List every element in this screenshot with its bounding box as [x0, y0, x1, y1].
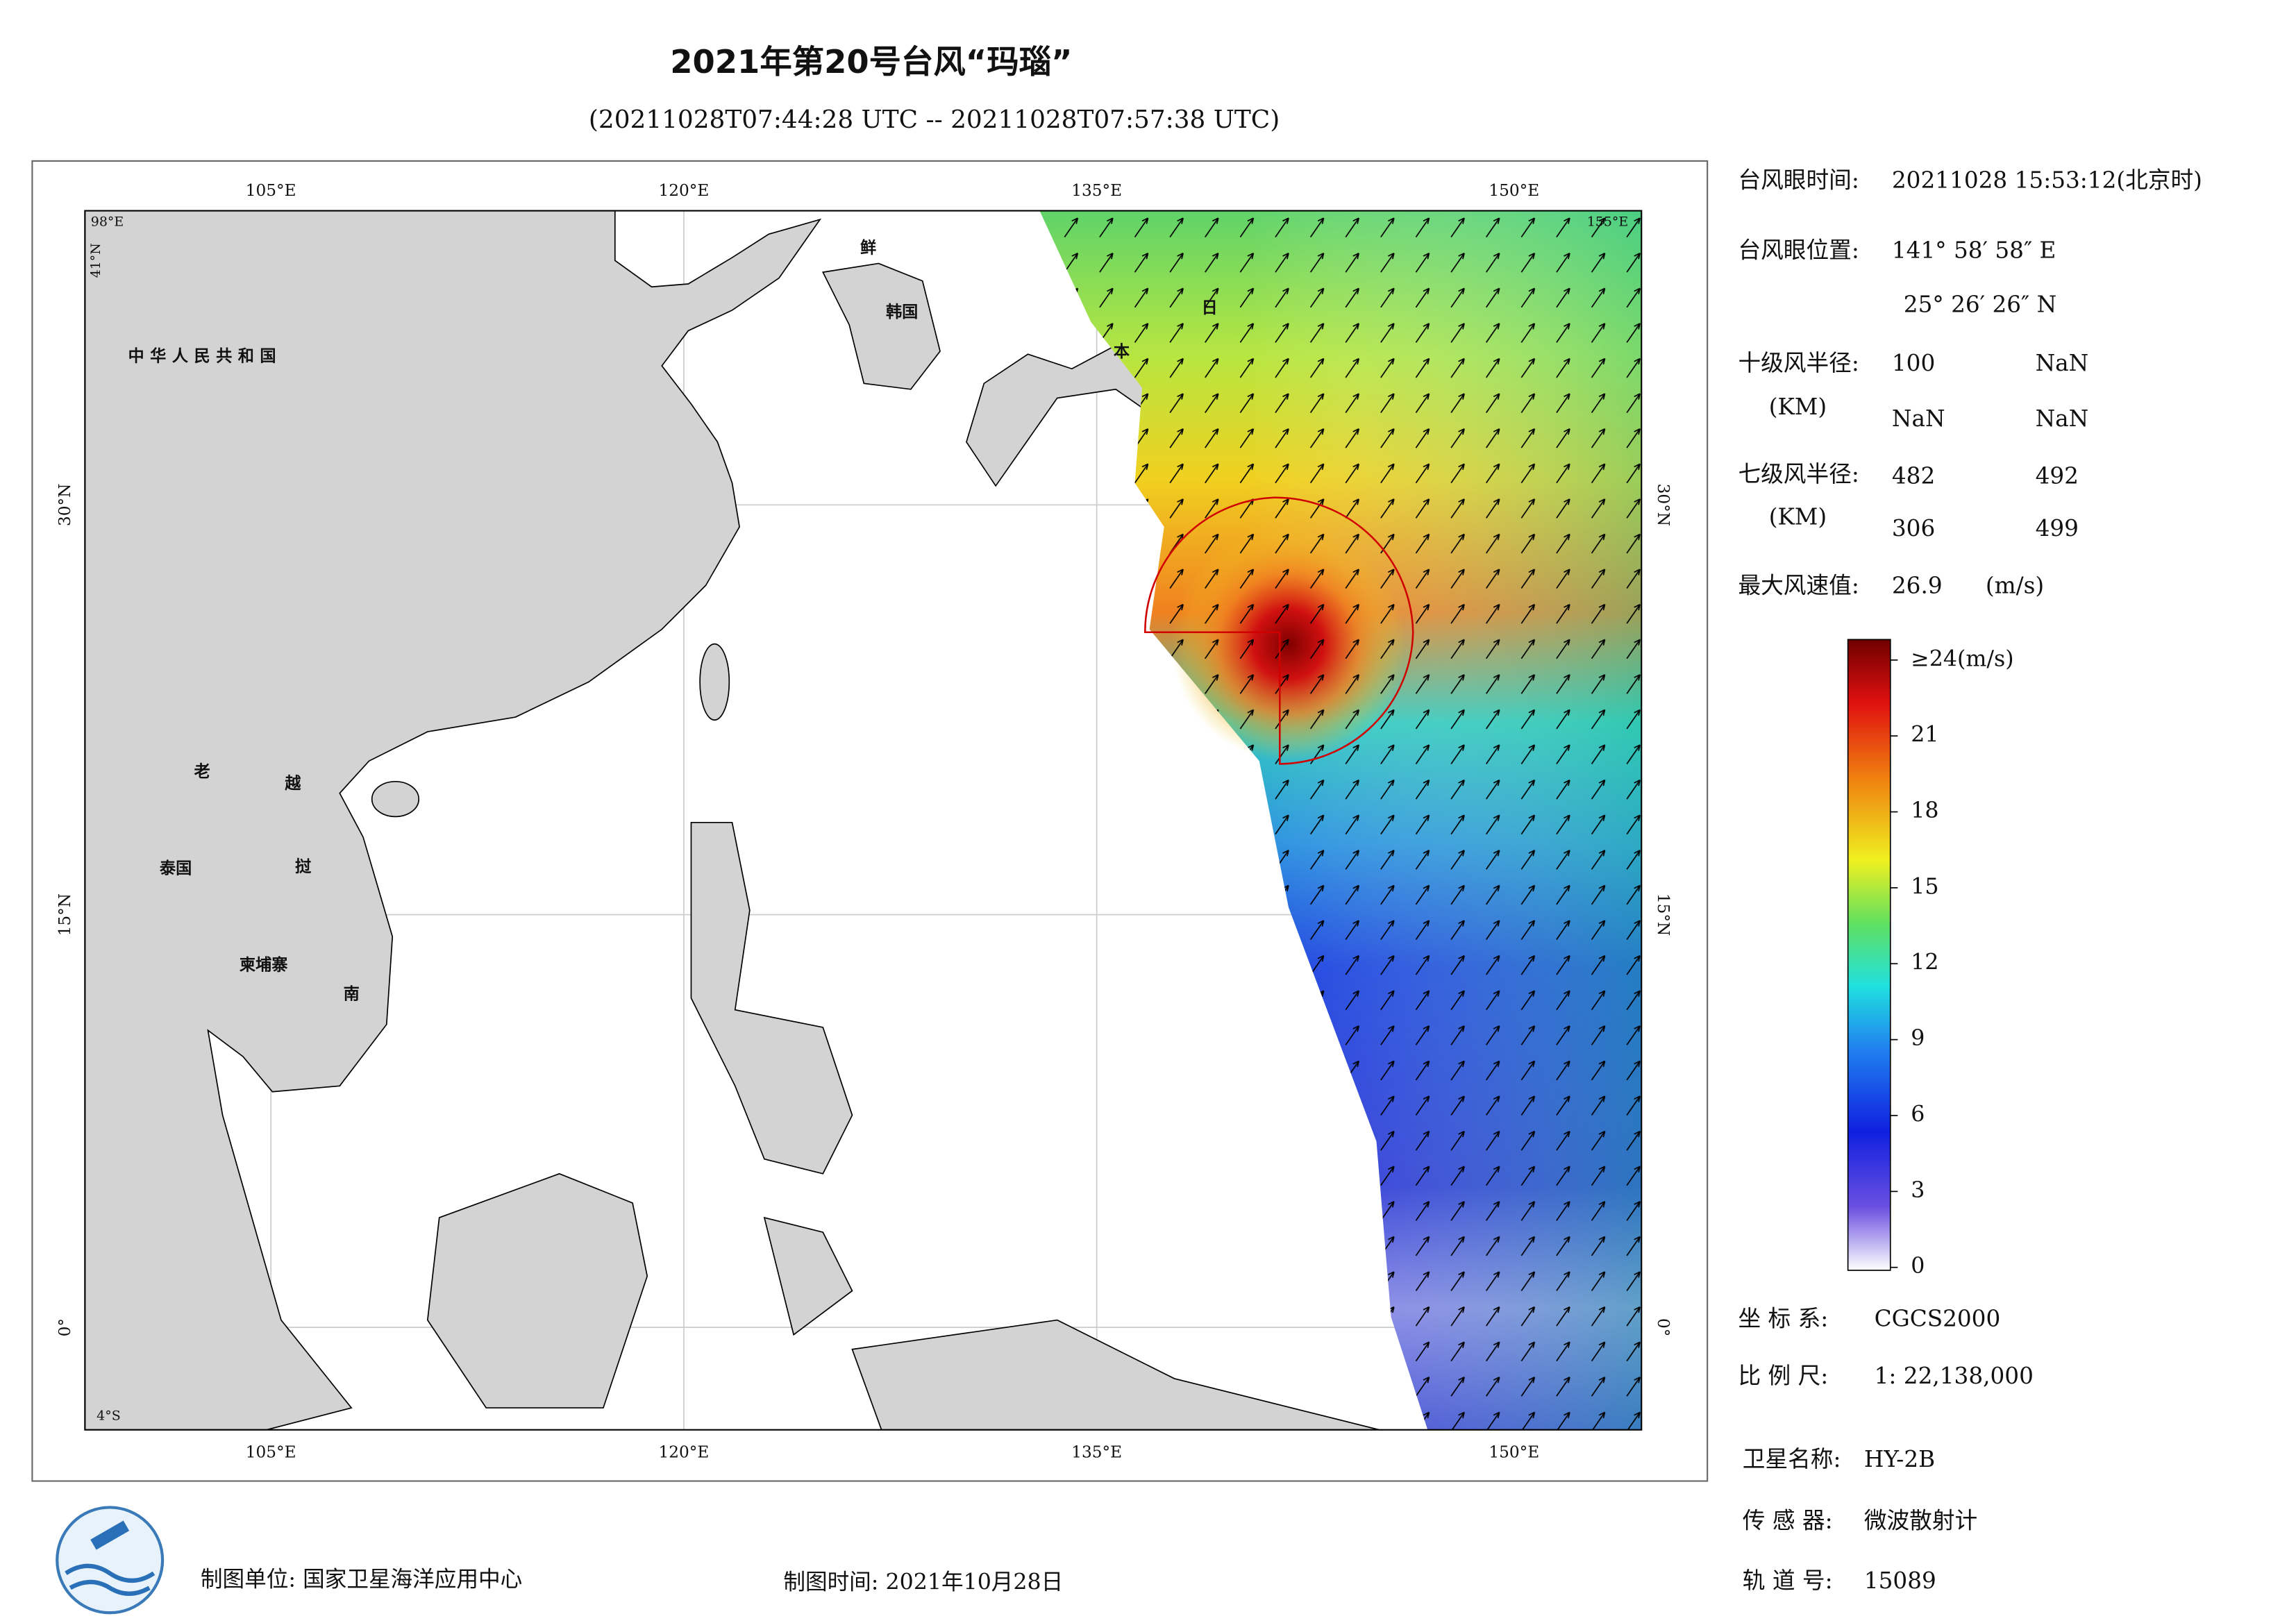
footer-producer: 制图单位: 国家卫星海洋应用中心 [201, 1567, 522, 1592]
info-label: 台风眼位置: [1738, 237, 1859, 264]
place-label: 越 [285, 774, 301, 793]
place-label: 本 [1114, 342, 1130, 361]
title: 2021年第20号台风“玛瑙” [670, 43, 1072, 81]
place-label: 挝 [295, 857, 312, 876]
meta-label: 坐 标 系: [1738, 1306, 1828, 1332]
wind-radius-outline [1144, 496, 1414, 765]
land [85, 210, 1380, 1430]
place-label: 中华人民共和国 [128, 346, 282, 365]
info-unit: (KM) [1769, 394, 1827, 420]
info-label: 最大风速值: [1738, 572, 1859, 598]
lon-label: 150°E [1489, 181, 1539, 200]
lon-label: 120°E [659, 1443, 710, 1461]
info-value: 25° 26′ 26″ N [1904, 292, 2056, 318]
info-value: NaN [2036, 350, 2089, 376]
info-unit: (KM) [1769, 503, 1827, 530]
place-label: 韩国 [886, 303, 918, 321]
info-value: 492 [2036, 462, 2079, 489]
colorbar [1847, 639, 1891, 1271]
info-value: 141° 58′ 58″ E [1892, 237, 2056, 264]
lat-label: 15°N [1654, 893, 1673, 936]
colorbar-tick-label: 18 [1911, 798, 1938, 823]
colorbar-tick-label: 0 [1911, 1254, 1925, 1279]
info-value: 482 [1892, 462, 1935, 489]
info-value: 26.9 [1892, 572, 1943, 598]
colorbar-tick-label: 9 [1911, 1026, 1925, 1051]
colorbar-tick-label: 12 [1911, 950, 1938, 975]
lon-label: 150°E [1489, 1443, 1539, 1461]
lat-label: 30°N [1654, 484, 1673, 526]
lat-label: 15°N [56, 893, 74, 936]
meta-value: 15089 [1864, 1567, 1936, 1594]
meta-label: 比 例 尺: [1738, 1363, 1828, 1389]
place-label: 日 [1201, 298, 1217, 317]
colorbar-tick-label: 3 [1911, 1178, 1925, 1203]
colorbar-tick-label: ≥24(m/s) [1911, 646, 2013, 671]
lon-label: 135°E [1071, 181, 1122, 200]
corner-label: 155°E [1587, 214, 1629, 229]
meta-value: HY-2B [1864, 1446, 1935, 1472]
lat-label: 0° [1654, 1318, 1673, 1336]
corner-label: 4°S [97, 1408, 121, 1424]
meta-label: 卫星名称: [1743, 1446, 1841, 1472]
map-frame [84, 210, 1643, 1431]
subtitle: (20211028T07:44:28 UTC -- 20211028T07:57… [589, 106, 1280, 134]
corner-label: 98°E [91, 214, 124, 229]
lon-label: 135°E [1071, 1443, 1122, 1461]
lat-label: 30°N [56, 484, 74, 526]
info-value: 499 [2036, 515, 2079, 541]
logo [56, 1506, 165, 1615]
info-label: 十级风半径: [1738, 350, 1859, 376]
place-label: 鲜 [860, 238, 876, 257]
outer-frame [31, 160, 1709, 1482]
info-value: 20211028 15:53:12(北京时) [1892, 167, 2202, 193]
info-value: 100 [1892, 350, 1935, 376]
info-unit: (m/s) [1986, 572, 2044, 598]
info-label: 七级风半径: [1738, 461, 1859, 487]
meta-value: CGCS2000 [1875, 1306, 2001, 1332]
colorbar-tick-label: 15 [1911, 874, 1938, 899]
wind-swath [1039, 210, 1642, 1430]
info-label: 台风眼时间: [1738, 167, 1859, 193]
info-value: NaN [1892, 405, 1945, 432]
meta-value: 微波散射计 [1864, 1508, 1977, 1534]
info-value: 306 [1892, 515, 1935, 541]
lon-label: 120°E [659, 181, 710, 200]
map-area [85, 210, 1642, 1430]
meta-label: 轨 道 号: [1743, 1567, 1833, 1594]
place-label: 老 [193, 762, 210, 781]
meta-value: 1: 22,138,000 [1875, 1363, 2034, 1389]
colorbar-tick-label: 21 [1911, 723, 1938, 748]
corner-label: 41°N [88, 243, 103, 278]
lon-label: 105°E [246, 181, 296, 200]
info-value: NaN [2036, 405, 2089, 432]
place-label: 泰国 [159, 859, 192, 877]
footer-date: 制图时间: 2021年10月28日 [783, 1570, 1063, 1595]
meta-label: 传 感 器: [1743, 1508, 1833, 1534]
place-label: 柬埔寨 [240, 955, 288, 974]
colorbar-tick-label: 6 [1911, 1102, 1925, 1127]
lat-label: 0° [56, 1318, 74, 1336]
place-label: 南 [344, 985, 360, 1004]
lon-label: 105°E [246, 1443, 296, 1461]
